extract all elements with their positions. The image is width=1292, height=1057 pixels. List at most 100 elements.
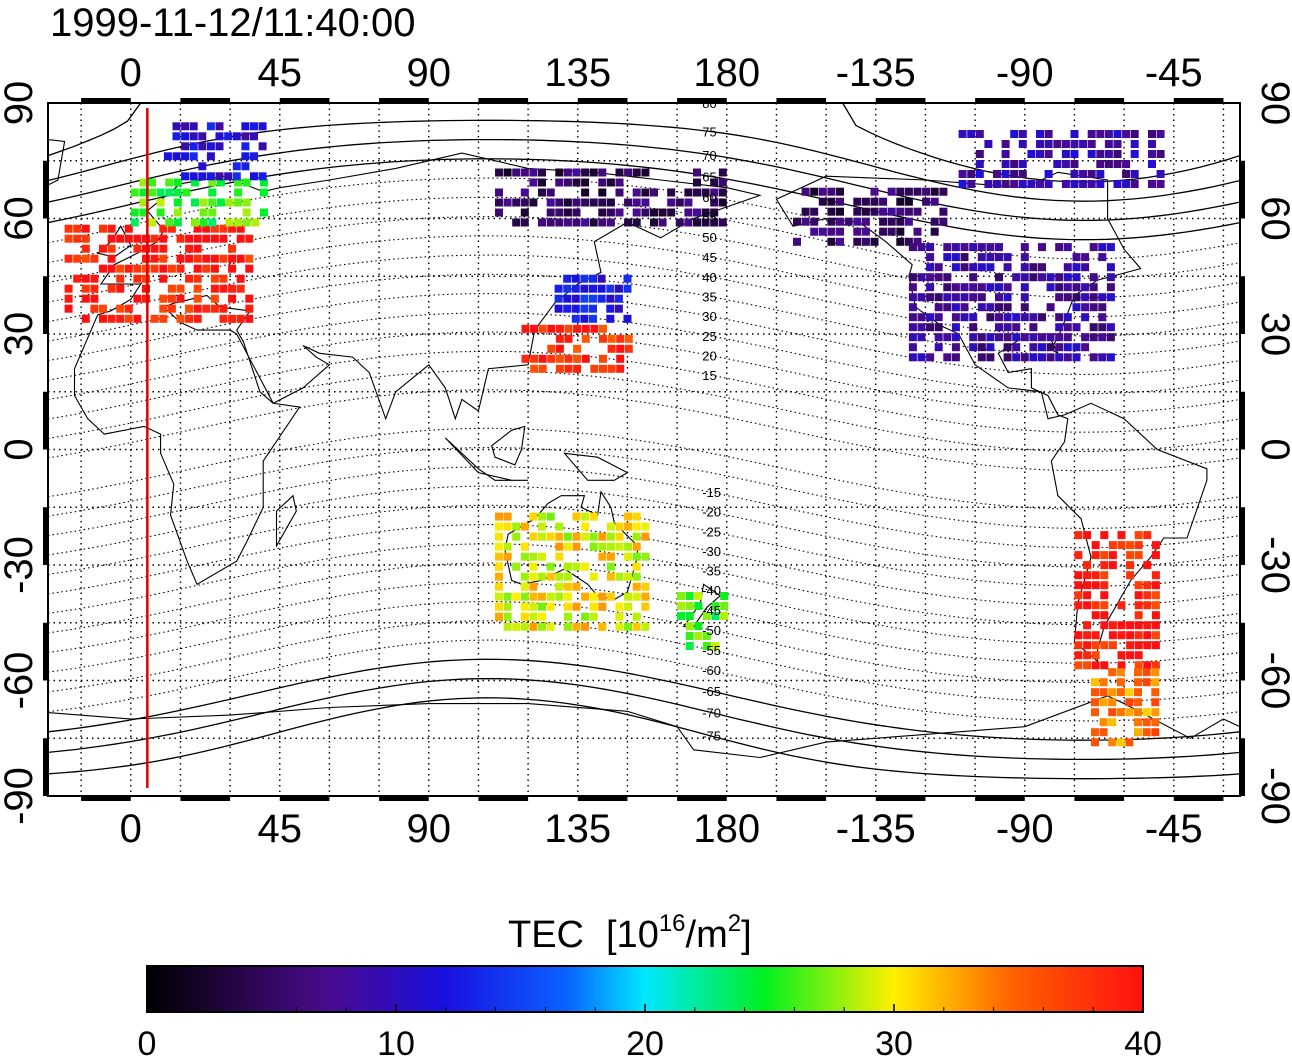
- tec-cell: [167, 284, 176, 293]
- tec-cell: [685, 602, 694, 610]
- tec-cell: [563, 294, 572, 303]
- tec-cell: [572, 198, 581, 207]
- tec-cell: [827, 197, 836, 206]
- tec-cell: [641, 532, 650, 541]
- tec-cell: [641, 552, 650, 561]
- tec-cell: [1130, 170, 1139, 178]
- tec-cell: [1074, 571, 1083, 580]
- tec-cell: [182, 188, 191, 197]
- tec-cell: [986, 243, 995, 252]
- tec-cell: [167, 294, 176, 303]
- mag-lat-contour: [48, 524, 1240, 606]
- tec-cell: [547, 354, 556, 363]
- tec-cell: [960, 293, 969, 302]
- mag-lat-label: -45: [702, 603, 721, 618]
- tec-cell: [142, 264, 150, 273]
- tec-cell: [191, 178, 199, 187]
- tec-cell: [133, 234, 142, 243]
- tec-cell: [904, 237, 913, 246]
- tec-cell: [827, 227, 836, 236]
- tec-cell: [827, 217, 836, 226]
- tec-cell: [951, 263, 960, 272]
- tec-cell: [1044, 180, 1053, 188]
- frame-bar-right: [1240, 622, 1245, 681]
- tec-cell: [607, 364, 616, 373]
- tec-cell: [1055, 293, 1064, 302]
- tec-cell: [503, 168, 512, 177]
- tec-cell: [142, 244, 150, 253]
- tec-cell: [181, 172, 190, 181]
- tec-cell: [81, 254, 90, 263]
- tec-cell: [259, 188, 268, 197]
- tec-cell: [943, 243, 952, 252]
- tec-cell: [1117, 621, 1126, 630]
- tec-cell: [554, 304, 563, 313]
- tec-cell: [1020, 263, 1029, 272]
- tec-cell: [836, 207, 844, 216]
- tec-cell: [1156, 150, 1165, 158]
- tec-cell: [615, 188, 624, 197]
- tec-cell: [133, 314, 142, 323]
- tec-cell: [1063, 273, 1072, 282]
- tec-cell: [185, 314, 194, 323]
- tec-cell: [958, 130, 967, 138]
- tec-cell: [199, 218, 208, 227]
- y-tick-label-right: -30: [1253, 536, 1292, 594]
- tec-cell: [250, 122, 258, 131]
- tec-cell: [546, 532, 555, 541]
- tec-cell: [251, 218, 260, 227]
- frame-bar-right: [1240, 276, 1245, 334]
- tec-cell: [693, 208, 701, 217]
- tec-cell: [225, 198, 234, 207]
- tec-cell: [99, 244, 107, 253]
- tec-cell: [624, 572, 633, 581]
- tec-cell: [958, 170, 967, 178]
- tec-cell: [150, 234, 159, 243]
- tec-cell: [1027, 180, 1036, 188]
- tec-cell: [1100, 641, 1109, 650]
- tec-cell: [1089, 243, 1098, 252]
- tec-cell: [926, 243, 935, 252]
- tec-cell: [943, 353, 952, 362]
- tec-cell: [1108, 738, 1117, 747]
- mag-lat-contour: [48, 389, 1240, 472]
- tec-cell: [694, 592, 703, 600]
- tec-cell: [64, 294, 73, 303]
- tec-cell: [1134, 531, 1143, 540]
- tec-cell: [581, 512, 590, 521]
- tec-cell: [99, 304, 107, 313]
- tec-cell: [1104, 160, 1113, 168]
- tec-cell: [718, 188, 727, 197]
- tec-cell: [589, 274, 597, 283]
- tec-cell: [520, 622, 529, 631]
- tec-cell: [81, 234, 90, 243]
- tec-cell: [1074, 641, 1083, 650]
- tec-cell: [1055, 333, 1064, 342]
- tec-cell: [1038, 263, 1046, 272]
- tec-cell: [1070, 130, 1079, 138]
- tec-cell: [142, 254, 150, 263]
- tec-cell: [148, 218, 156, 227]
- tec-cell: [530, 324, 539, 333]
- frame-tick-bars: [43, 98, 1245, 801]
- tec-cell: [1070, 150, 1079, 158]
- tec-cell: [616, 354, 625, 363]
- tec-cell: [1142, 668, 1151, 677]
- tec-cell: [1091, 611, 1100, 620]
- tec-cell: [606, 592, 615, 601]
- tec-cell: [1106, 323, 1115, 332]
- tec-cell: [615, 168, 624, 177]
- tec-cell: [133, 274, 142, 283]
- tec-cell: [520, 582, 529, 591]
- tec-cell: [675, 218, 684, 227]
- tec-cell: [606, 314, 615, 323]
- tec-cell: [615, 542, 624, 551]
- y-tick-label-right: 90: [1253, 81, 1292, 126]
- tec-cell: [934, 313, 943, 322]
- tec-cell: [896, 207, 905, 216]
- plot-title: 1999-11-12/11:40:00: [50, 1, 416, 45]
- tec-cell: [124, 304, 133, 313]
- tec-cell: [512, 592, 521, 601]
- tec-cell: [150, 244, 159, 253]
- tec-cell: [564, 354, 573, 363]
